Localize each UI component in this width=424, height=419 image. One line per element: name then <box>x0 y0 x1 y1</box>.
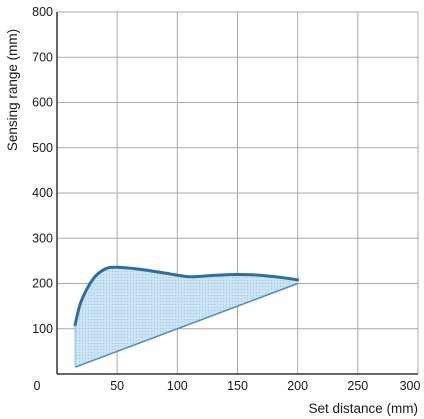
y-tick-label-600: 600 <box>32 96 53 110</box>
x-tick-label-0: 0 <box>34 379 41 393</box>
upper-limit-line <box>73 265 300 327</box>
y-tick-label-400: 400 <box>32 186 53 200</box>
x-tick-label-200: 200 <box>287 379 308 393</box>
x-tick-label-50: 50 <box>110 379 124 393</box>
axes <box>56 12 418 375</box>
tick-labels: 100 200 300 400 500 600 700 800 0 50 100 150 200 250 3… <box>32 5 420 393</box>
sensing-area <box>73 265 300 368</box>
y-tick-label-700: 700 <box>32 50 53 64</box>
x-tick-label-100: 100 <box>167 379 188 393</box>
y-tick-label-100: 100 <box>32 322 53 336</box>
x-tick-label-150: 150 <box>227 379 248 393</box>
sensing-area-fill <box>75 267 298 368</box>
y-axis-title: Sensing range (mm) <box>5 29 20 151</box>
grid <box>57 11 419 374</box>
x-tick-label-300: 300 <box>400 379 421 393</box>
y-tick-label-800: 800 <box>32 5 53 19</box>
y-tick-label-500: 500 <box>32 141 53 155</box>
x-axis-title: Set distance (mm) <box>308 401 418 416</box>
y-tick-label-200: 200 <box>32 277 53 291</box>
lower-limit-line <box>74 282 298 368</box>
x-tick-label-250: 250 <box>347 379 368 393</box>
y-tick-label-300: 300 <box>32 231 53 245</box>
